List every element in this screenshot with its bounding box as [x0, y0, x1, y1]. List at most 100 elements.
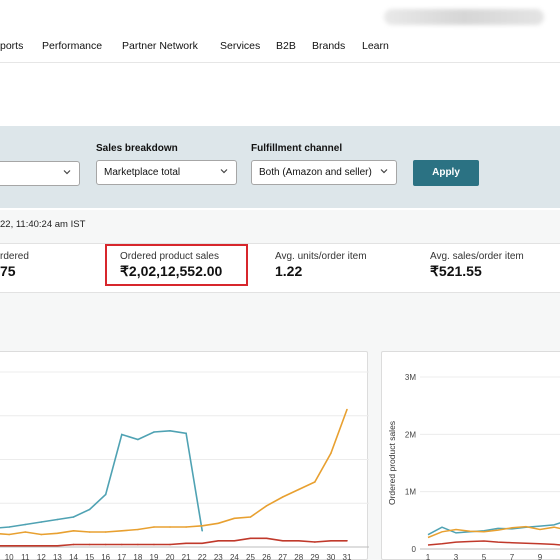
- data-point-teal: [88, 508, 91, 511]
- x-tick-label: 29: [310, 553, 319, 560]
- data-point-teal: [201, 529, 204, 532]
- data-point-orange: [217, 522, 220, 525]
- nav-item-b2b[interactable]: B2B: [276, 40, 296, 52]
- last-updated-timestamp: 22, 11:40:24 am IST: [0, 219, 86, 230]
- blurred-account-info: [384, 9, 544, 25]
- data-point-teal: [56, 518, 59, 521]
- sales-chart-card: 9101112131415161718192021222324252627282…: [0, 351, 369, 560]
- data-point-red: [217, 539, 220, 542]
- data-point-red: [330, 539, 332, 542]
- timestamp-strip: [0, 210, 560, 244]
- sales-breakdown-select[interactable]: Marketplace total: [96, 160, 237, 185]
- x-tick-label: 15: [85, 553, 94, 560]
- top-nav: ports Performance Partner Network Servic…: [0, 38, 560, 60]
- data-point-red: [201, 542, 204, 545]
- y-tick-label: 0: [412, 545, 417, 554]
- data-point-orange: [153, 526, 155, 528]
- x-tick-label: 28: [294, 553, 303, 560]
- data-point-teal: [137, 438, 139, 441]
- metric-value-units-ordered: 75: [0, 263, 16, 279]
- data-point-red: [120, 543, 123, 546]
- x-tick-label: 10: [5, 553, 14, 560]
- fulfillment-channel-label: Fulfillment channel: [251, 143, 343, 154]
- x-tick-label: 14: [69, 553, 78, 560]
- data-point-teal: [120, 433, 123, 436]
- x-tick-label: 16: [101, 553, 110, 560]
- data-point-red: [56, 544, 59, 547]
- x-tick-label: 20: [166, 553, 175, 560]
- data-point-teal: [169, 429, 171, 432]
- data-point-orange: [185, 526, 187, 528]
- data-point-teal: [40, 521, 43, 523]
- data-point-orange: [40, 533, 43, 536]
- x-tick-label: 13: [53, 553, 62, 560]
- x-tick-label: 27: [278, 553, 287, 560]
- data-point-orange: [201, 524, 204, 527]
- data-point-red: [249, 537, 252, 540]
- data-point-orange: [88, 531, 91, 533]
- data-point-red: [88, 543, 91, 546]
- data-point-orange: [104, 531, 107, 533]
- y-tick-label: 3M: [405, 373, 416, 382]
- series-line-red: [0, 537, 347, 547]
- data-point-orange: [249, 516, 252, 518]
- data-point-orange: [8, 533, 10, 536]
- x-tick-label: 17: [117, 553, 126, 560]
- sales-line-chart: 9101112131415161718192021222324252627282…: [0, 371, 369, 560]
- data-point-teal: [72, 516, 75, 518]
- data-point-red: [314, 541, 316, 543]
- data-point-orange: [120, 529, 123, 532]
- section-gap: [0, 293, 560, 351]
- comparison-chart-card: 3M 2M 1M 0 Ordered product sales 1 3 5 7 9: [381, 351, 560, 560]
- fulfillment-channel-value: Both (Amazon and seller): [259, 167, 372, 178]
- highlight-box: [105, 244, 248, 286]
- y-tick-label: 1M: [405, 488, 416, 497]
- x-tick-label: 7: [510, 553, 515, 560]
- nav-item-reports[interactable]: ports: [0, 40, 24, 52]
- nav-item-performance[interactable]: Performance: [42, 40, 103, 52]
- series-line-orange: [427, 525, 560, 539]
- data-point-red: [104, 543, 107, 546]
- x-tick-label: 26: [262, 553, 271, 560]
- data-point-teal: [24, 523, 27, 526]
- data-point-red: [40, 544, 43, 547]
- metrics-divider: [0, 292, 560, 293]
- data-point-orange: [233, 517, 236, 520]
- data-point-orange: [56, 532, 59, 535]
- x-tick-label: 11: [21, 553, 30, 560]
- data-point-teal: [153, 431, 155, 433]
- chevron-down-icon: [220, 169, 228, 174]
- data-point-orange: [281, 496, 284, 498]
- x-tick-label: 18: [133, 553, 142, 560]
- chevron-down-icon: [63, 170, 71, 175]
- y-axis-label: Ordered product sales: [387, 421, 397, 505]
- metric-label-units-ordered: rdered: [0, 251, 29, 262]
- y-tick-label: 2M: [405, 430, 416, 439]
- data-point-red: [8, 544, 10, 547]
- metric-label-avg-sales: Avg. sales/order item: [430, 251, 524, 262]
- x-tick-label: 31: [343, 553, 352, 560]
- nav-item-services[interactable]: Services: [220, 40, 261, 52]
- x-tick-label: 25: [246, 553, 255, 560]
- series-line-red: [427, 540, 560, 546]
- nav-item-brands[interactable]: Brands: [312, 40, 346, 52]
- data-point-teal: [185, 432, 187, 435]
- apply-button[interactable]: Apply: [413, 160, 479, 186]
- data-point-orange: [169, 526, 171, 528]
- data-point-red: [169, 543, 171, 546]
- x-tick-label: 22: [198, 553, 207, 560]
- data-point-red: [137, 543, 139, 546]
- series-line-teal: [0, 429, 203, 531]
- metric-label-ordered-product-sales: Ordered product sales: [120, 251, 219, 262]
- date-range-select[interactable]: [0, 161, 80, 186]
- x-tick-label: 5: [482, 553, 487, 560]
- nav-item-learn[interactable]: Learn: [362, 40, 389, 52]
- x-tick-label: 24: [230, 553, 239, 560]
- data-point-red: [281, 539, 284, 542]
- nav-item-partner-network[interactable]: Partner Network: [122, 40, 198, 52]
- data-point-red: [24, 544, 27, 547]
- x-tick-label: 1: [426, 553, 431, 560]
- fulfillment-channel-select[interactable]: Both (Amazon and seller): [251, 160, 397, 185]
- metric-label-avg-units: Avg. units/order item: [275, 251, 367, 262]
- data-point-orange: [24, 531, 27, 533]
